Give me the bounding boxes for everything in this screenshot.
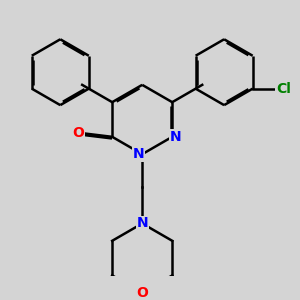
Text: N: N [133, 147, 144, 161]
Text: Cl: Cl [276, 82, 291, 96]
Text: N: N [170, 130, 182, 144]
Text: N: N [136, 217, 148, 230]
Text: O: O [136, 286, 148, 300]
Text: O: O [72, 126, 84, 140]
